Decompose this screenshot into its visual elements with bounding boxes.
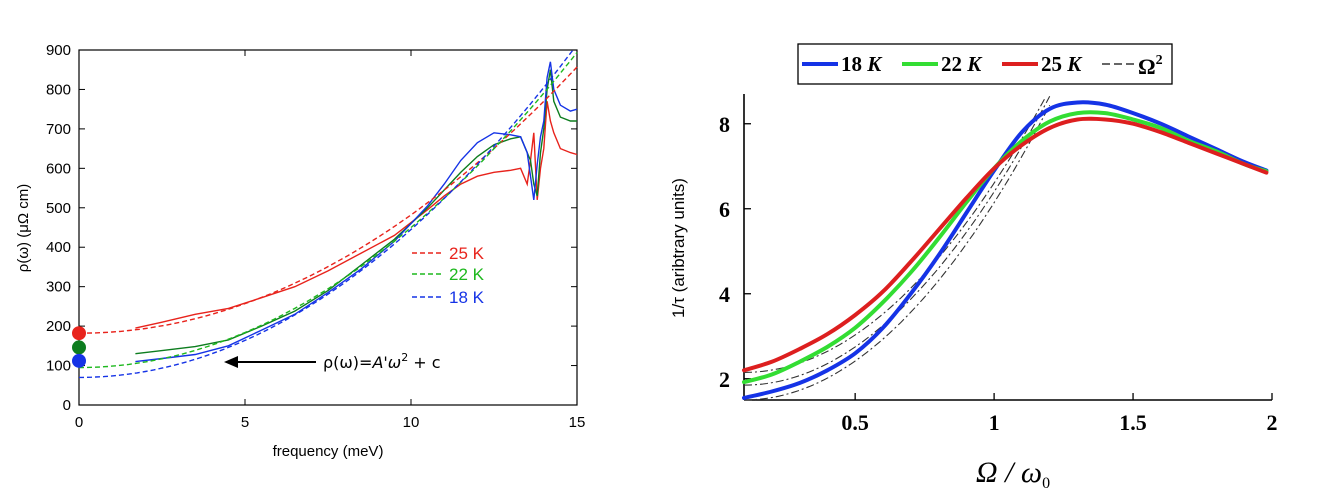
right-series-fit-18-k [744,104,1051,401]
right-legend: 18 K 22 K 25 K Ω2 [797,43,1173,85]
left-y-tick-label: 400 [46,239,71,256]
left-legend-label-22k: 22 K [449,265,485,284]
right-x-tick-label: 2 [1267,410,1278,435]
right-x-tick-label: 1.5 [1119,410,1147,435]
right-legend-omega-sup: 2 [1156,53,1163,68]
right-series-25-k [742,116,1269,373]
right-legend-label-omega2: Ω2 [1138,53,1163,79]
right-legend-unit-18k: K [866,52,883,76]
left-legend: 25 K 22 K 18 K [412,244,485,307]
right-x-tick-label: 0.5 [841,410,869,435]
right-scattering-rate-chart: 0.5 1 1.5 2 2 4 6 8 Ω / ω0 1/τ (aribtrary unit… [669,43,1278,492]
left-x-tick-label: 15 [569,414,586,431]
left-series-22-k-fit [79,52,578,369]
annotation-formula: ρ(ω)=A'ω2 + c [323,351,441,372]
right-y-tick-labels: 2 4 6 8 [719,112,730,392]
left-y-tick-label: 500 [46,200,71,217]
right-x-tick-labels: 0.5 1 1.5 2 [841,410,1277,435]
left-x-tick-labels: 0 5 10 15 [75,414,586,431]
left-legend-label-18k: 18 K [449,288,485,307]
left-series-25-k [135,101,578,329]
left-zero-marker-2 [72,353,86,368]
right-series-18-k [742,100,1269,400]
right-series-fit-25-k [743,96,1047,373]
left-y-tick-label: 300 [46,279,71,296]
left-y-tick-label: 600 [46,160,71,177]
left-series-18-k [135,61,578,363]
annotation-formula-tail: + c [408,353,440,372]
right-x-axis-label-sub: 0 [1042,475,1050,492]
right-y-axis-label: 1/τ (aribtrary units) [669,178,688,318]
right-legend-label-18k: 18 K [841,52,883,76]
right-legend-unit-25k: K [1066,52,1083,76]
left-zero-marker-0 [72,326,86,341]
right-legend-unit-22k: K [966,52,983,76]
left-annotation: ρ(ω)=A'ω2 + c [224,351,441,372]
left-zero-markers [72,326,86,368]
right-axis-ticks [744,123,1273,400]
left-x-tick-label: 10 [403,414,420,431]
left-x-tick-label: 0 [75,414,83,431]
right-x-axis-label-main: Ω / ω [976,456,1042,489]
right-y-tick-label: 6 [719,197,730,222]
left-plot-frame [78,49,578,406]
left-series-22-k [135,69,577,355]
right-y-tick-label: 4 [719,282,730,307]
right-x-tick-label: 1 [989,410,1000,435]
right-series-group [742,96,1269,401]
right-series-fit-22-k [744,96,1051,386]
annotation-formula-italic: A'ω [371,353,401,372]
right-legend-value-18k: 18 [841,52,862,76]
right-legend-label-25k: 25 K [1041,52,1083,76]
right-x-axis-label: Ω / ω0 [976,456,1050,492]
left-y-tick-label: 0 [63,397,71,414]
left-y-tick-label: 800 [46,81,71,98]
annotation-formula-main: ρ(ω)= [323,353,372,372]
left-axis-ticks [78,49,578,406]
left-y-axis-label: ρ(ω) (μΩ cm) [15,184,32,272]
left-x-axis-label: frequency (meV) [273,443,384,460]
left-legend-label-25k: 25 K [449,244,485,263]
left-y-tick-label: 200 [46,318,71,335]
right-legend-label-22k: 22 K [941,52,983,76]
left-x-tick-label: 5 [241,414,249,431]
left-series-18-k-fit [79,49,574,379]
left-y-tick-label: 700 [46,121,71,138]
annotation-formula-sup: 2 [401,351,408,364]
right-legend-value-25k: 25 [1041,52,1062,76]
left-y-tick-label: 900 [46,42,71,59]
annotation-arrow-head [224,356,238,368]
right-y-tick-label: 2 [719,367,730,392]
right-legend-value-22k: 22 [941,52,962,76]
left-y-tick-label: 100 [46,358,71,375]
right-legend-omega: Ω [1138,54,1156,79]
left-y-tick-labels: 0 100 200 300 400 500 600 700 800 900 [46,42,71,414]
left-resistivity-chart: 0 5 10 15 0 100 200 300 400 500 600 700 800 900 freq… [15,42,585,460]
left-series-group [79,49,578,379]
right-y-tick-label: 8 [719,112,730,137]
left-zero-marker-1 [72,340,86,355]
